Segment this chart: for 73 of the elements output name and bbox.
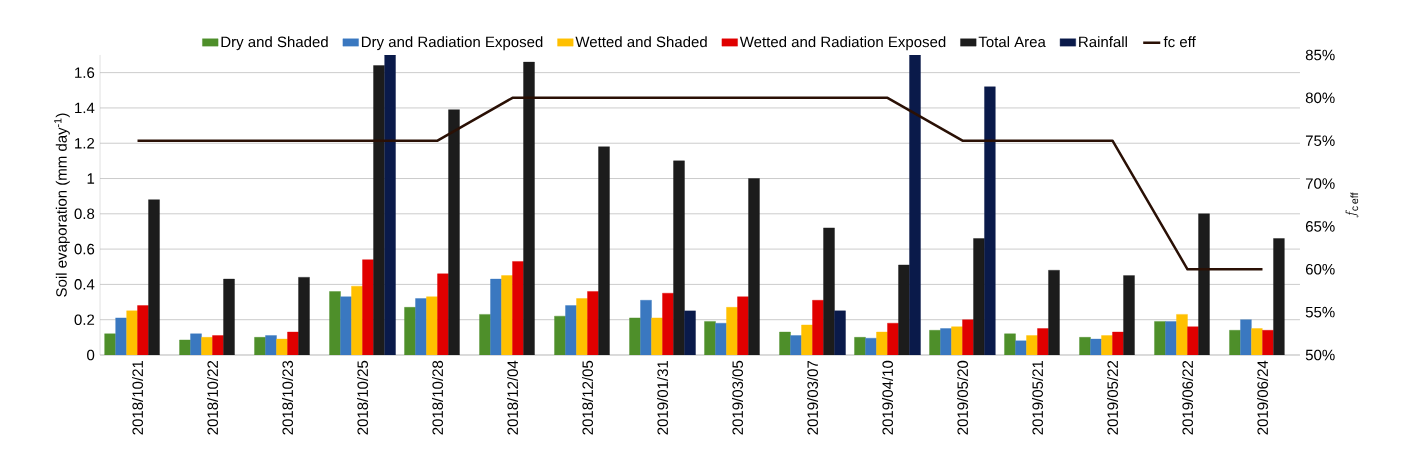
legend-label: Rainfall [1079, 36, 1127, 48]
bar [737, 296, 749, 355]
bar [1048, 270, 1060, 355]
bar [523, 61, 535, 355]
x-tick-label: 2019/01/31 [657, 360, 669, 435]
x-tick-label: 2019/05/22 [1106, 360, 1118, 435]
y-tick-label: 1.4 [75, 102, 95, 114]
y2-tick-label: 60% [1305, 263, 1335, 275]
bar [223, 278, 235, 355]
y-tick-label: 1.2 [75, 137, 95, 149]
y-tick-label: 0.6 [74, 243, 95, 255]
bar [437, 273, 449, 355]
x-tick-label: 2019/06/24 [1256, 360, 1268, 435]
bar [212, 335, 224, 355]
bar [673, 160, 685, 355]
y-tick-label: 0.8 [74, 208, 95, 220]
bar [662, 293, 674, 355]
x-tick-label: 2018/10/25 [357, 360, 369, 435]
y-axis-title: Soil evaporation (mm day$^{-1}$) [54, 113, 70, 297]
y2-tick-label: 50% [1305, 349, 1335, 361]
x-tick-label: 2019/03/05 [732, 360, 744, 435]
x-tick-label: 2019/05/20 [956, 360, 968, 435]
bar [1123, 275, 1135, 355]
bar [448, 109, 460, 355]
bar [362, 259, 374, 355]
bar [1112, 331, 1124, 355]
legend-label: Wetted and Radiation Exposed [739, 36, 946, 51]
bar [587, 291, 599, 355]
bar [898, 264, 910, 355]
bar [823, 227, 835, 355]
bar [1198, 213, 1210, 355]
bar [148, 199, 160, 355]
x-tick-label: 2018/10/28 [432, 360, 444, 435]
legend-label: Total Area [978, 36, 1046, 48]
legend-label: fc eff [1163, 36, 1196, 48]
y2-tick-label: 80% [1305, 92, 1335, 104]
y-tick-label: 0.4 [74, 279, 95, 290]
y2-tick-label: 70% [1305, 178, 1335, 189]
x-tick-label: 2019/04/10 [882, 360, 894, 435]
bar [287, 331, 299, 355]
bar [298, 277, 310, 355]
y-tick-label: 1.6 [75, 67, 95, 78]
bar [1037, 328, 1049, 355]
x-tick-label: 2018/10/22 [207, 360, 219, 435]
legend-label: Dry and Radiation Exposed [361, 36, 543, 51]
x-tick-label: 2018/10/23 [282, 360, 294, 435]
x-tick-label: 2019/03/07 [807, 360, 819, 435]
y2-axis-title: $f_{\mathrm{c\,eff}}$ [1345, 192, 1359, 218]
x-tick-label: 2018/10/21 [132, 360, 144, 435]
bar [962, 319, 974, 355]
y-tick-label: 1 [87, 173, 95, 184]
bar [598, 146, 610, 355]
bar [512, 261, 524, 355]
x-tick-label: 2019/06/22 [1181, 360, 1193, 435]
bar [1273, 238, 1285, 355]
bar [137, 305, 149, 355]
bar [1262, 330, 1274, 355]
y2-tick-label: 85% [1305, 49, 1335, 61]
y2-tick-label: 55% [1305, 306, 1335, 318]
y-tick-label: 0.2 [74, 314, 95, 325]
y2-tick-label: 65% [1305, 221, 1335, 232]
bar [748, 178, 760, 355]
y-tick-label: 0 [87, 349, 95, 361]
x-tick-label: 2018/12/05 [582, 360, 594, 435]
bar [887, 323, 899, 355]
x-tick-label: 2018/12/04 [507, 360, 519, 435]
bar [1187, 326, 1199, 355]
bar [812, 300, 824, 355]
legend-label: Dry and Shaded [221, 36, 328, 51]
x-tick-label: 2019/05/21 [1031, 360, 1043, 435]
bar [973, 238, 985, 355]
y2-tick-label: 75% [1305, 135, 1335, 146]
legend-label: Wetted and Shaded [575, 36, 707, 48]
